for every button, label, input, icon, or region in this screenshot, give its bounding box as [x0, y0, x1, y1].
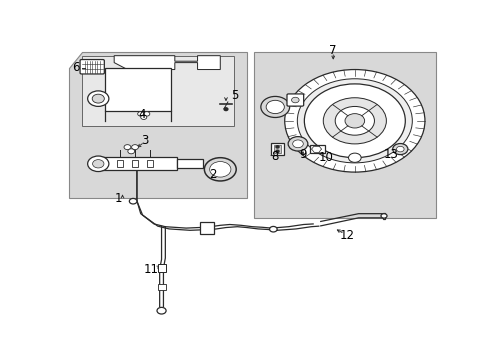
Bar — [117, 161, 122, 167]
Circle shape — [141, 115, 146, 120]
Circle shape — [380, 214, 386, 218]
Circle shape — [131, 145, 138, 150]
Circle shape — [204, 158, 236, 181]
Text: 3: 3 — [141, 134, 148, 147]
Circle shape — [348, 153, 361, 162]
Circle shape — [275, 150, 279, 152]
Text: 5: 5 — [230, 89, 238, 102]
Bar — [309, 145, 324, 153]
Polygon shape — [114, 56, 220, 69]
Circle shape — [265, 100, 284, 114]
Circle shape — [224, 108, 227, 111]
Text: 6: 6 — [72, 61, 80, 74]
Bar — [147, 161, 153, 167]
Circle shape — [304, 84, 405, 158]
Text: 8: 8 — [271, 150, 278, 163]
Circle shape — [323, 98, 386, 144]
Bar — [158, 264, 166, 272]
Circle shape — [297, 79, 411, 163]
Circle shape — [127, 149, 134, 154]
Text: 1: 1 — [114, 193, 122, 206]
Circle shape — [143, 112, 149, 116]
Bar — [200, 222, 213, 234]
Bar — [273, 145, 281, 153]
Text: 13: 13 — [384, 148, 398, 161]
Circle shape — [334, 107, 374, 135]
Circle shape — [124, 145, 131, 150]
Text: 11: 11 — [143, 262, 159, 276]
Circle shape — [260, 96, 289, 117]
Circle shape — [92, 159, 104, 168]
Circle shape — [138, 112, 143, 116]
FancyBboxPatch shape — [80, 59, 104, 74]
Circle shape — [157, 307, 166, 314]
Circle shape — [129, 198, 137, 204]
Bar — [104, 68, 171, 111]
Bar — [158, 284, 166, 290]
Bar — [270, 143, 284, 155]
Text: 7: 7 — [329, 44, 336, 57]
Bar — [383, 213, 385, 219]
Text: 10: 10 — [318, 151, 333, 164]
Text: 4: 4 — [139, 108, 146, 121]
Circle shape — [287, 136, 307, 151]
Bar — [97, 157, 176, 170]
Polygon shape — [68, 51, 246, 198]
Circle shape — [284, 69, 424, 172]
Circle shape — [275, 146, 279, 148]
Circle shape — [292, 140, 303, 148]
Circle shape — [87, 156, 109, 172]
Circle shape — [269, 226, 277, 232]
Circle shape — [396, 146, 403, 152]
Circle shape — [291, 97, 299, 103]
FancyBboxPatch shape — [286, 94, 303, 106]
Text: 9: 9 — [299, 148, 306, 161]
Text: 12: 12 — [339, 229, 354, 242]
Bar — [132, 161, 138, 167]
Circle shape — [345, 114, 364, 128]
Circle shape — [392, 144, 407, 155]
Circle shape — [87, 91, 109, 107]
Bar — [82, 56, 233, 126]
Circle shape — [92, 94, 104, 103]
Bar — [254, 51, 435, 218]
Text: 2: 2 — [208, 168, 216, 181]
Bar — [176, 159, 203, 168]
Circle shape — [209, 162, 230, 177]
